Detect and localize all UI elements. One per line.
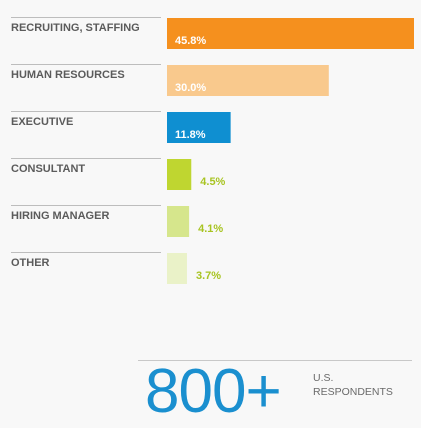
stat-divider	[138, 360, 412, 361]
category-label-consultant: CONSULTANT	[11, 163, 85, 175]
bar-other	[167, 253, 187, 284]
respondent-caption-line1: U.S.	[313, 372, 334, 384]
value-label-human-resources: 30.0%	[175, 82, 206, 94]
value-label-consultant: 4.5%	[200, 176, 225, 188]
bar-hiring-manager	[167, 206, 190, 237]
bar-consultant	[167, 159, 192, 190]
category-label-other: OTHER	[11, 257, 50, 269]
respondent-count: 800+	[145, 357, 282, 426]
category-label-executive: EXECUTIVE	[11, 116, 73, 128]
bar-recruiting-staffing	[167, 18, 414, 49]
respondent-caption: U.S. RESPONDENTS	[313, 371, 393, 399]
category-label-recruiting-staffing: RECRUITING, STAFFING	[11, 22, 140, 34]
value-label-hiring-manager: 4.1%	[198, 223, 223, 235]
value-label-other: 3.7%	[196, 270, 221, 282]
value-label-recruiting-staffing: 45.8%	[175, 35, 206, 47]
bar-executive	[167, 112, 231, 143]
category-label-hiring-manager: HIRING MANAGER	[11, 210, 109, 222]
category-label-human-resources: HUMAN RESOURCES	[11, 69, 125, 81]
value-label-executive: 11.8%	[175, 129, 206, 141]
respondent-caption-line2: RESPONDENTS	[313, 386, 393, 398]
bar-human-resources	[167, 65, 329, 96]
